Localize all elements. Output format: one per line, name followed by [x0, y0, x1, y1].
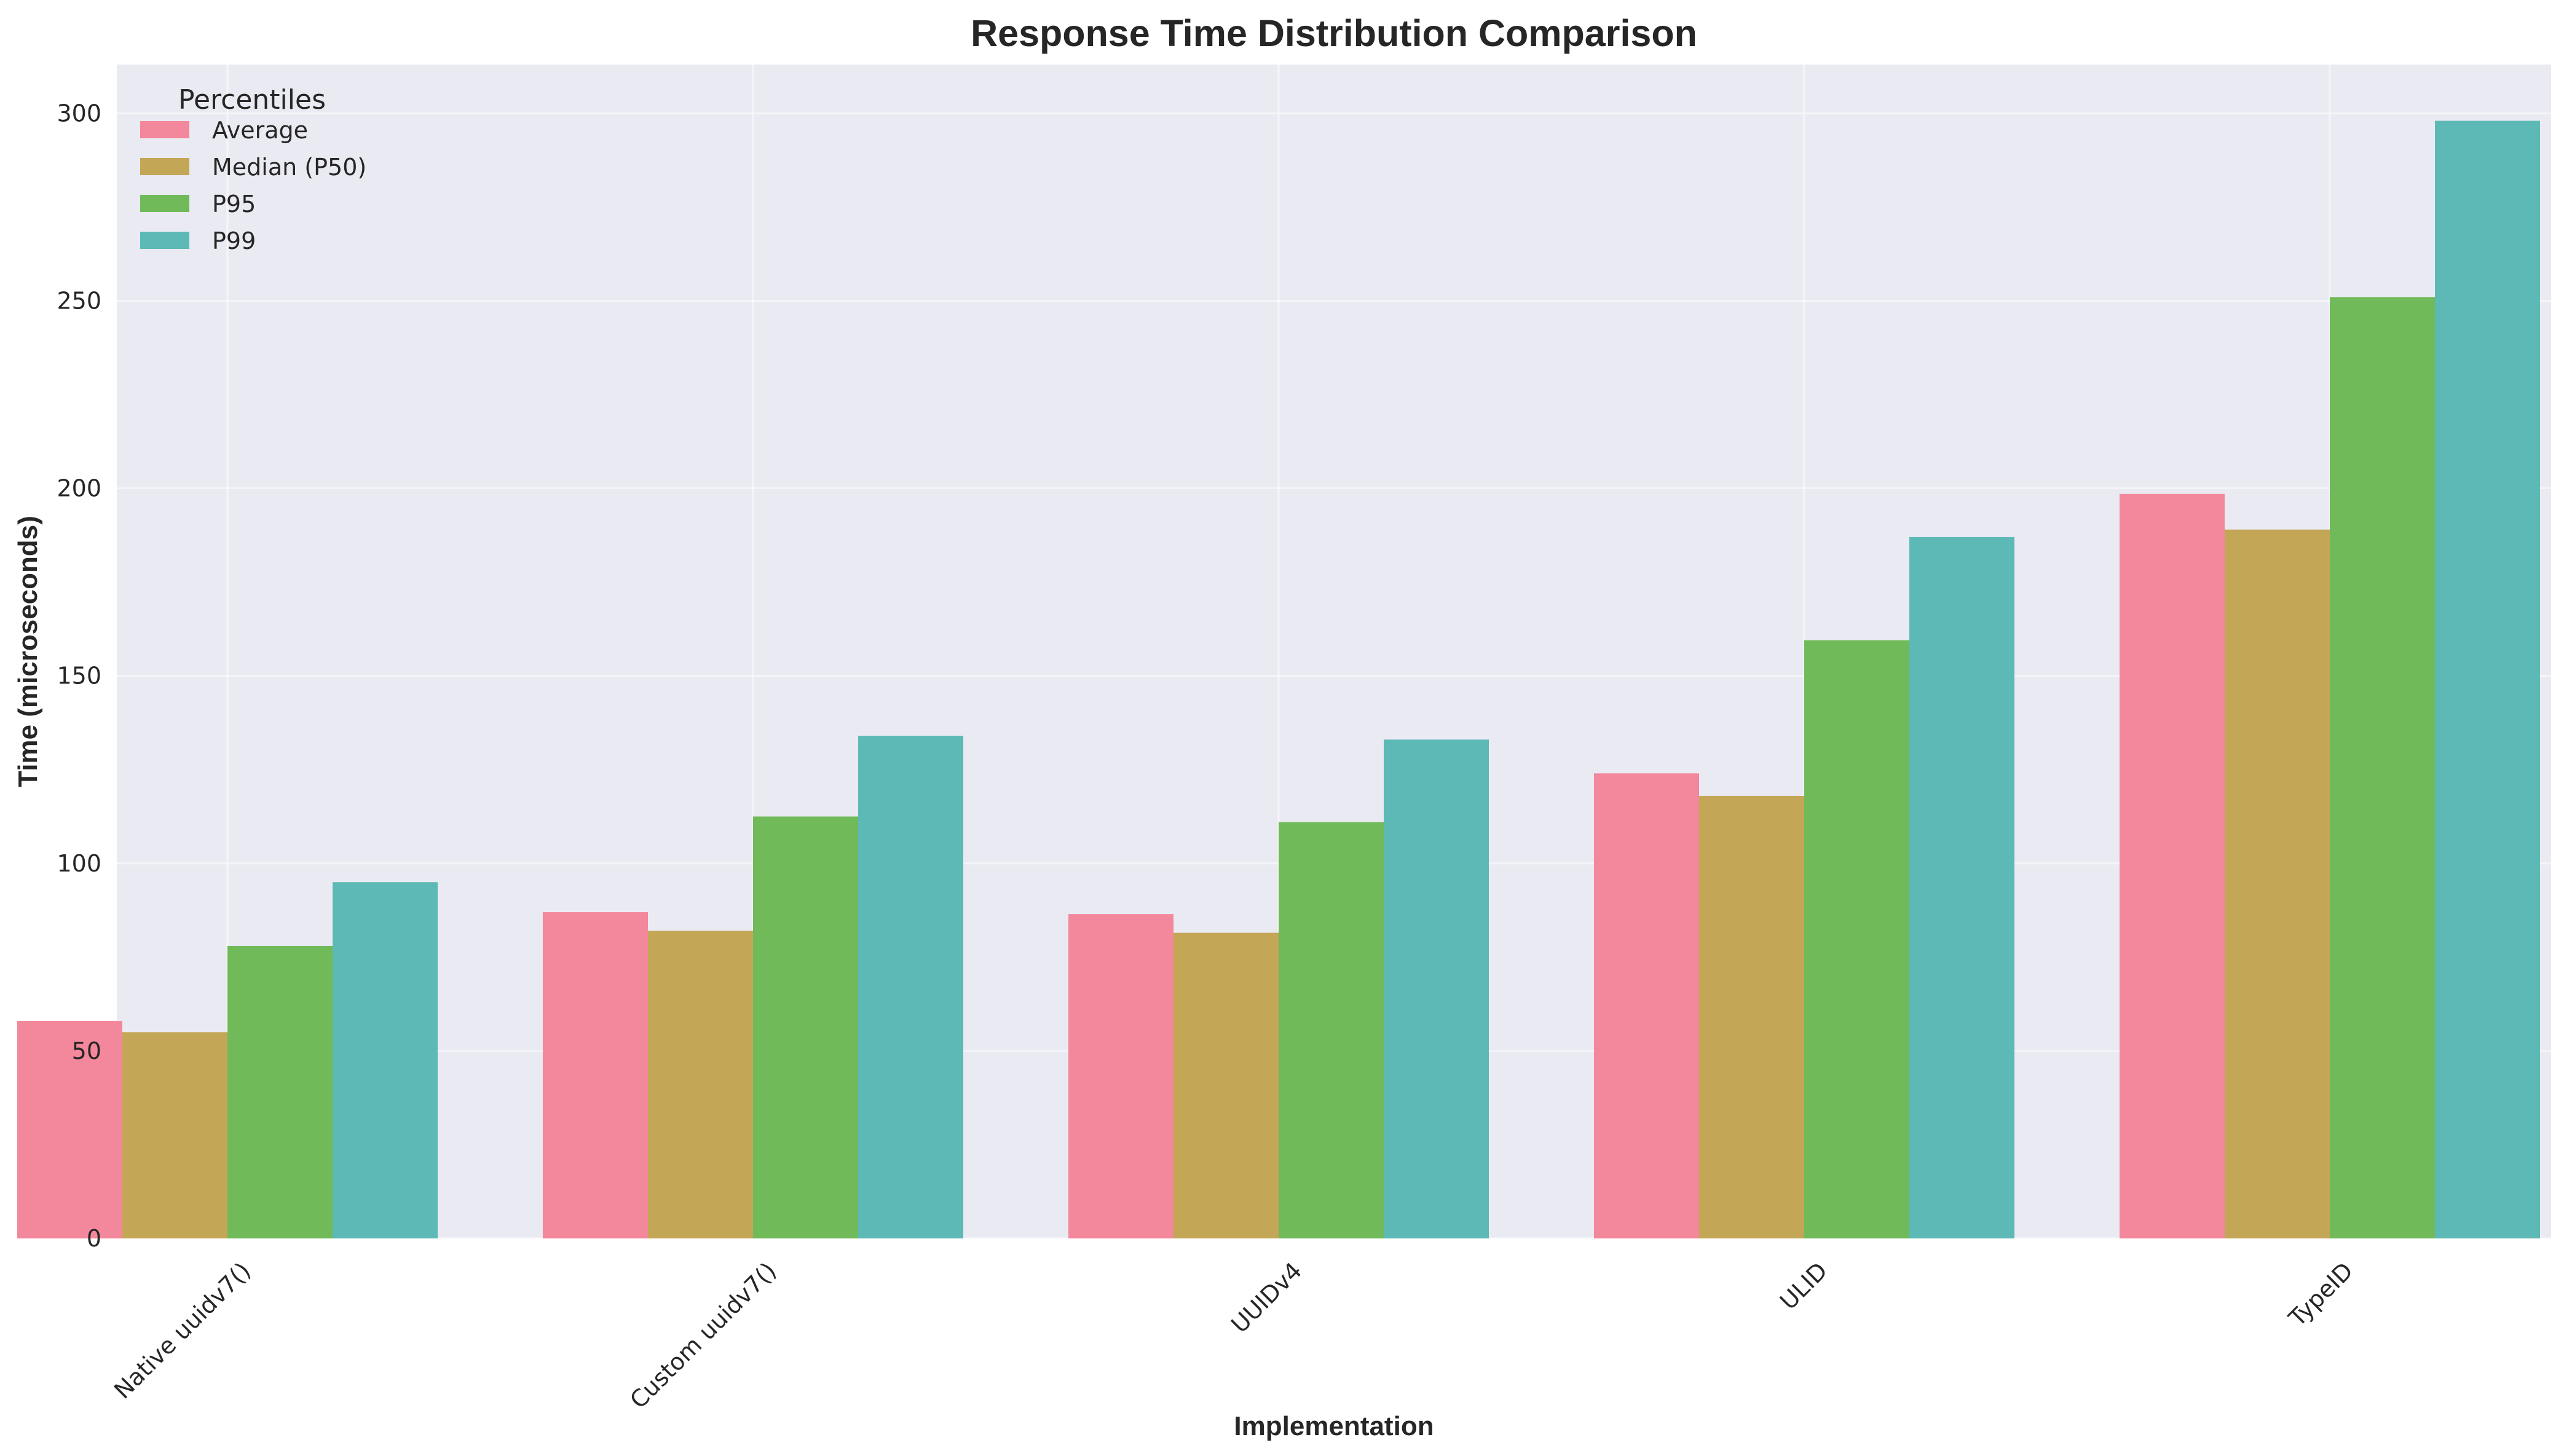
bar-median-p50 — [648, 931, 753, 1238]
legend-swatch — [140, 158, 189, 175]
y-tick-label: 250 — [57, 287, 101, 314]
bar-p99 — [858, 736, 963, 1238]
legend: Percentiles Average Median (P50) P95 P99 — [140, 84, 366, 254]
chart-title: Response Time Distribution Comparison — [971, 12, 1697, 54]
bar-p95 — [2330, 297, 2435, 1239]
y-axis-ticks: 0 50 100 150 200 250 300 — [57, 100, 101, 1252]
bar-p99 — [1909, 537, 2014, 1238]
legend-swatch — [140, 121, 189, 138]
y-axis-label: Time (microseconds) — [13, 516, 43, 787]
bar-p99 — [1384, 739, 1489, 1238]
y-tick-label: 200 — [57, 475, 101, 502]
bar-p95 — [753, 816, 858, 1238]
legend-label: Average — [212, 117, 308, 144]
bar-p95 — [1279, 822, 1384, 1238]
legend-label: Median (P50) — [212, 154, 366, 181]
bar-median-p50 — [1699, 795, 1804, 1238]
bar-p99 — [2435, 120, 2540, 1238]
bar-median-p50 — [122, 1032, 227, 1238]
bar-average — [543, 912, 648, 1238]
x-tick-label: ULID — [1775, 1257, 1832, 1315]
x-tick-label: UUIDv4 — [1226, 1257, 1307, 1338]
x-axis-label: Implementation — [1234, 1411, 1434, 1441]
y-tick-label: 300 — [57, 100, 101, 127]
bars — [17, 120, 2540, 1239]
y-tick-label: 50 — [72, 1037, 101, 1064]
bar-average — [1068, 914, 1174, 1238]
legend-title: Percentiles — [178, 84, 326, 116]
x-tick-label: TypeID — [2283, 1257, 2358, 1332]
legend-swatch — [140, 232, 189, 249]
legend-label: P95 — [212, 191, 256, 218]
bar-median-p50 — [1174, 932, 1279, 1238]
bar-median-p50 — [2225, 529, 2330, 1239]
bar-average — [17, 1021, 122, 1238]
x-axis-ticks: Native uuidv7() Custom uuidv7() UUIDv4 ULID… — [109, 1257, 2358, 1414]
legend-label: P99 — [212, 227, 256, 254]
bar-average — [2120, 494, 2225, 1238]
bar-p95 — [1804, 640, 1909, 1238]
legend-swatch — [140, 195, 189, 212]
bar-p95 — [227, 946, 333, 1238]
x-tick-label: Custom uuidv7() — [625, 1257, 781, 1414]
bar-p99 — [333, 882, 438, 1238]
x-tick-label: Native uuidv7() — [109, 1257, 256, 1404]
y-tick-label: 150 — [57, 663, 101, 690]
y-tick-label: 100 — [57, 850, 101, 877]
y-tick-label: 0 — [87, 1225, 101, 1252]
bar-average — [1594, 773, 1699, 1238]
